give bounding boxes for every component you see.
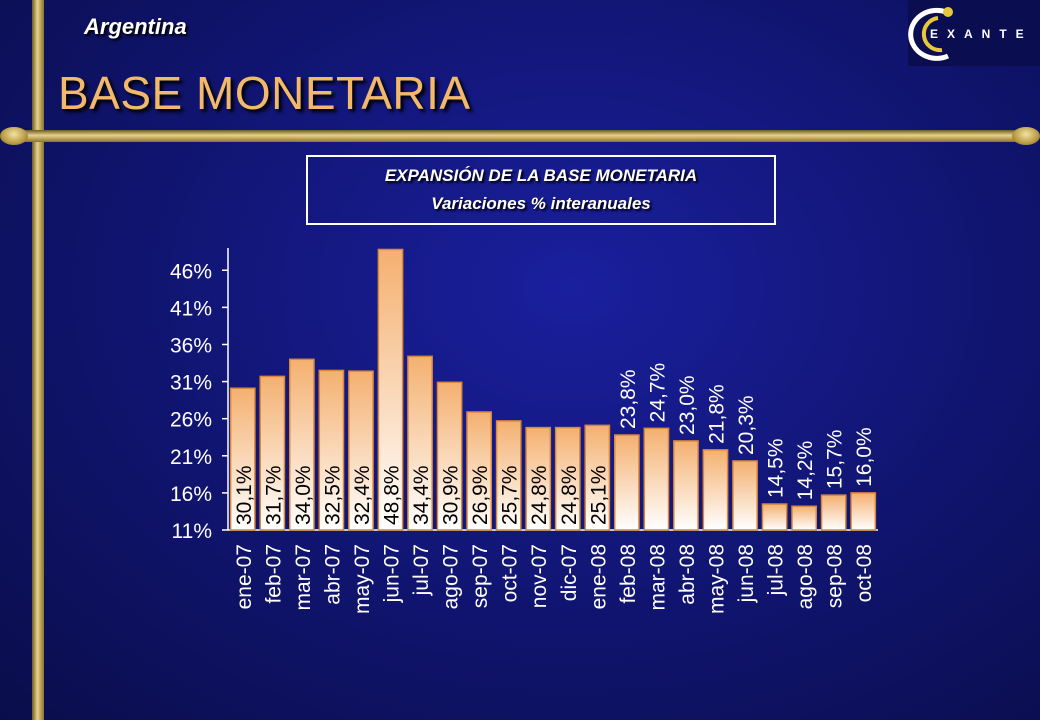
data-label: 24,7%	[646, 363, 669, 423]
logo-graphic: EXANTE	[908, 7, 1033, 61]
x-tick-label: jun-07	[381, 544, 404, 603]
bar-ago-07	[436, 381, 463, 531]
data-label: 23,8%	[617, 369, 640, 429]
x-tick-label: oct-07	[499, 544, 522, 602]
bar-dic-07	[554, 426, 581, 531]
data-label: 23,0%	[676, 375, 699, 435]
bar-oct-07	[495, 420, 522, 531]
x-tick-label: ene-07	[233, 544, 256, 609]
y-tick-label: 26%	[170, 409, 212, 432]
bar-nov-07	[525, 426, 552, 531]
x-tick-label: jul-08	[765, 544, 788, 596]
x-tick-label: abr-08	[676, 544, 699, 605]
bar-ago-08	[791, 505, 817, 531]
bar-may-07	[348, 370, 374, 531]
bar-mar-08	[643, 427, 670, 531]
x-tick-label: mar-07	[292, 544, 315, 611]
bar-feb-07	[259, 375, 286, 531]
bar-sep-07	[466, 411, 493, 531]
bar-mar-07	[289, 358, 315, 531]
data-label: 32,4%	[351, 465, 374, 525]
bar-sep-08	[820, 494, 847, 531]
data-label: 24,8%	[558, 465, 581, 525]
bar-jul-08	[761, 503, 788, 531]
data-label: 30,9%	[440, 465, 463, 525]
y-tick-label: 16%	[170, 483, 212, 506]
x-tick-label: dic-07	[558, 544, 581, 601]
y-tick-label: 21%	[170, 446, 212, 469]
chart-title: EXPANSIÓN DE LA BASE MONETARIA	[384, 166, 698, 185]
chart-title-box: EXPANSIÓN DE LA BASE MONETARIA Variacion…	[306, 155, 776, 225]
decorative-bar-cap-left	[0, 127, 28, 145]
x-tick-label: oct-08	[853, 544, 876, 602]
data-label: 34,4%	[410, 465, 433, 525]
data-label: 25,7%	[499, 465, 522, 525]
data-label: 15,7%	[824, 430, 847, 490]
x-tick-label: ago-08	[794, 544, 817, 609]
data-label: 31,7%	[262, 465, 285, 525]
bar-ene-07	[229, 387, 256, 531]
data-label: 26,9%	[469, 465, 492, 525]
x-tick-label: jun-08	[735, 544, 758, 603]
data-label: 20,3%	[735, 395, 758, 455]
country-label: Argentina	[84, 14, 187, 39]
y-tick-label: 36%	[170, 334, 212, 357]
x-tick-label: abr-07	[321, 544, 344, 605]
logo-text: EXANTE	[930, 27, 1033, 41]
bar-abr-08	[673, 440, 699, 531]
bar-may-08	[702, 449, 729, 531]
decorative-horizontal-bar	[8, 130, 1038, 142]
y-tick-label: 41%	[170, 297, 212, 320]
x-tick-label: nov-07	[528, 544, 551, 608]
company-logo: EXANTE	[908, 0, 1040, 66]
decorative-vertical-bar	[32, 0, 44, 720]
data-label: 34,0%	[292, 465, 315, 525]
x-tick-label: jul-07	[410, 544, 433, 596]
x-tick-label: ene-08	[587, 544, 610, 609]
data-label: 24,8%	[528, 465, 551, 525]
bar-abr-07	[318, 369, 345, 531]
bar-jul-07	[407, 355, 433, 531]
bar-feb-08	[614, 434, 640, 531]
y-tick-label: 46%	[170, 260, 212, 283]
x-tick-label: mar-08	[646, 544, 669, 611]
y-tick-label: 11%	[172, 520, 212, 543]
chart-subtitle: Variaciones % interanuales	[431, 194, 651, 213]
bar-jun-08	[732, 460, 758, 531]
data-label: 14,2%	[794, 441, 817, 501]
bar-jun-07	[377, 248, 404, 531]
data-label: 48,8%	[381, 465, 404, 525]
x-tick-label: may-08	[706, 544, 729, 614]
data-label: 16,0%	[853, 427, 876, 487]
x-tick-label: sep-08	[824, 544, 847, 608]
x-tick-label: may-07	[351, 544, 374, 614]
x-tick-label: sep-07	[469, 544, 492, 608]
decorative-bar-cap-right	[1012, 127, 1040, 145]
data-label: 32,5%	[321, 465, 344, 525]
bar-ene-08	[584, 424, 611, 531]
data-label: 30,1%	[233, 465, 256, 525]
y-tick-label: 31%	[170, 372, 212, 395]
data-label: 21,8%	[706, 384, 729, 444]
bar-oct-08	[850, 492, 877, 531]
x-tick-label: feb-08	[617, 544, 640, 604]
x-tick-label: ago-07	[440, 544, 463, 609]
data-label: 14,5%	[765, 438, 788, 498]
x-tick-label: feb-07	[262, 544, 285, 604]
data-label: 25,1%	[587, 465, 610, 525]
page-title: BASE MONETARIA	[58, 67, 471, 119]
